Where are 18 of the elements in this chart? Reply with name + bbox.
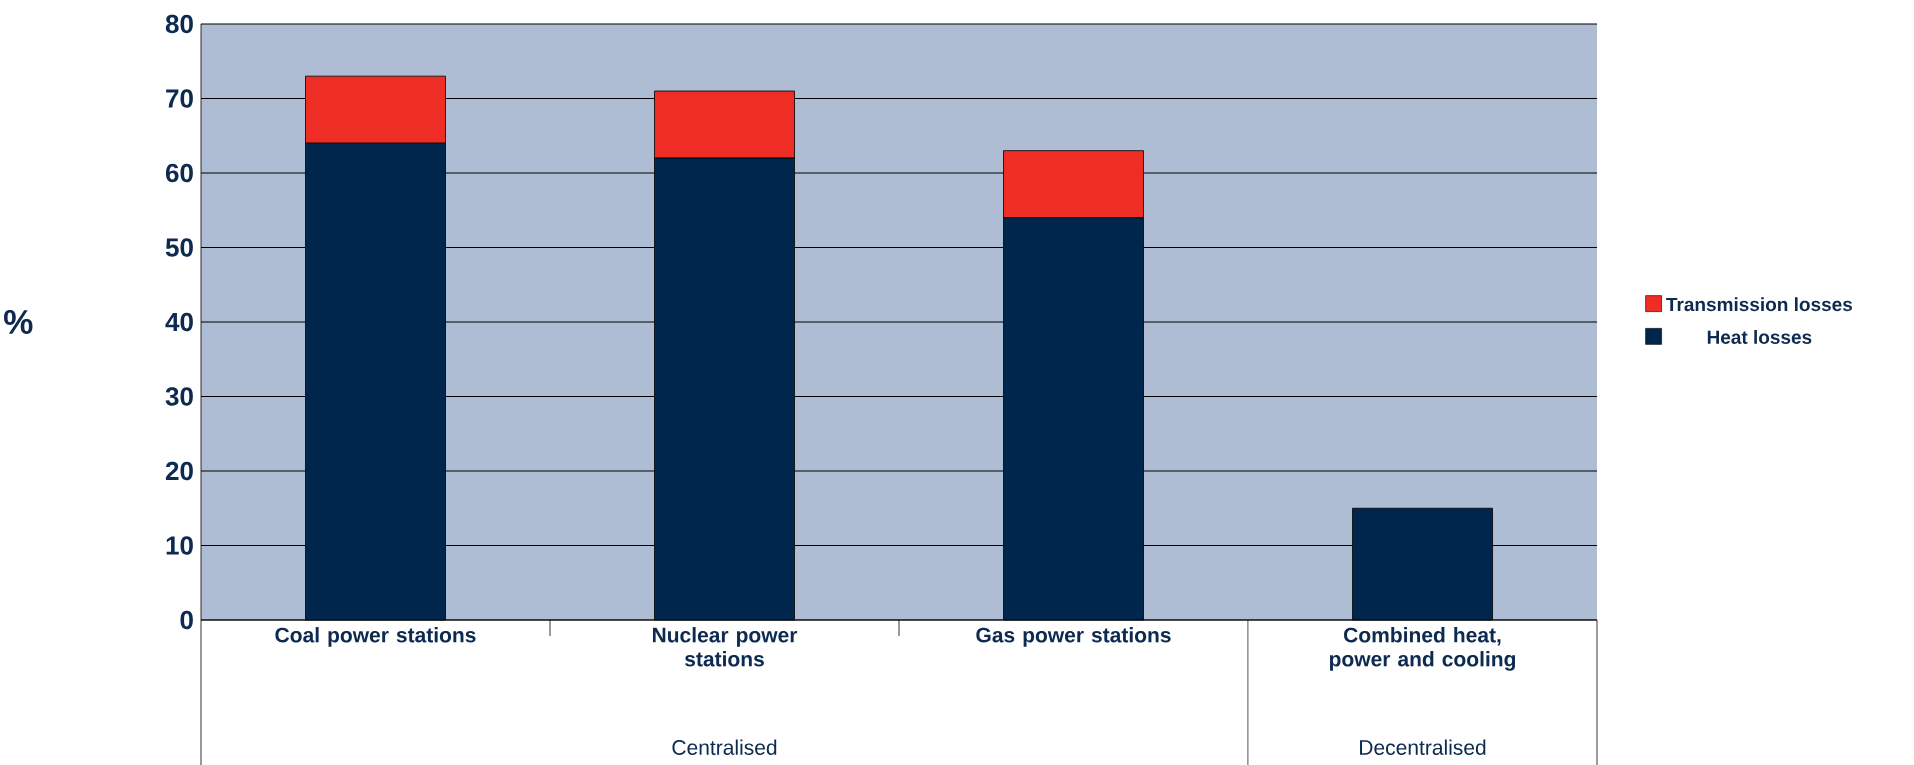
text: Heat losses [1707, 329, 1812, 344]
y-tick-label: 0 [180, 610, 193, 630]
y-tick-label: 50 [165, 238, 193, 257]
y-tick-label: 70 [166, 89, 193, 108]
y-axis-title: % [4, 310, 33, 334]
y-tick-label: 40 [165, 312, 193, 332]
y-tick-label: 30 [165, 387, 193, 406]
y-tick-label: 80 [165, 14, 193, 34]
x-tick-label: Gas power stations [976, 627, 1171, 647]
x-tick-label: Combined heat, power and cooling [1329, 627, 1516, 671]
y-tick-label: 10 [166, 536, 193, 555]
y-tick-label: 20 [165, 461, 193, 481]
text: Centralised [672, 739, 777, 755]
text: Decentralised [1360, 739, 1486, 755]
y-tick-label: 60 [165, 163, 193, 183]
x-tick-label: Nuclear power stations [652, 627, 798, 667]
x-tick-label: Coal power stations [275, 627, 476, 647]
legend-label: Transmission losses [1666, 297, 1853, 312]
